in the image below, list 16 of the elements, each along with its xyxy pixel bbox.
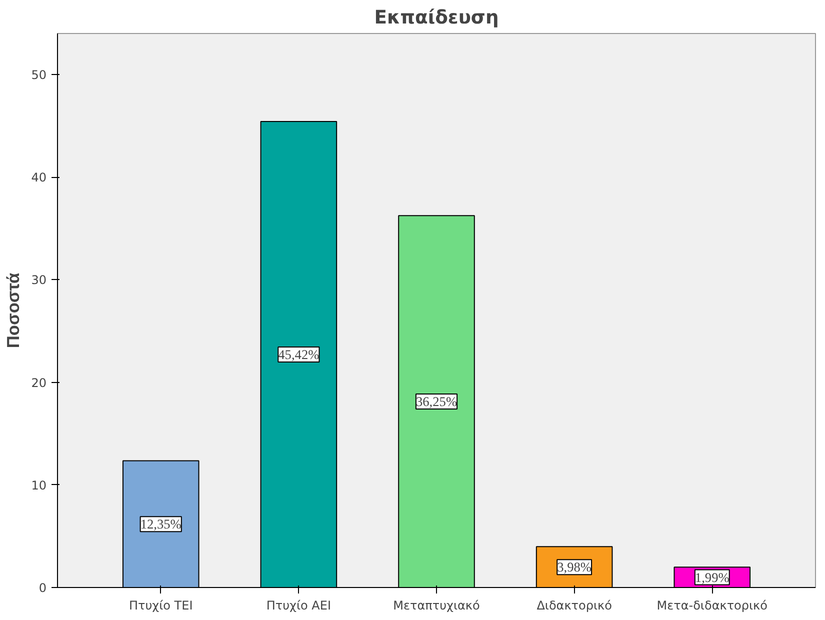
data-label: 12,35% [140,516,182,532]
x-tick-label: Διδακτορικό [536,598,612,612]
y-axis-title: Ποσοστά [3,272,24,348]
y-tick-label: 30 [31,273,47,288]
x-tick-label: Μεταπτυχιακό [393,598,480,612]
x-tick-label: Πτυχίο AEI [266,598,332,612]
x-tick-label: Πτυχίο TEI [128,598,193,612]
y-tick-label: 10 [31,478,47,492]
data-label: 1,99% [694,570,730,585]
chart-title: Εκπαίδευση [374,8,499,28]
y-tick-label: 40 [31,170,47,185]
x-tick-label: Μετα-διδακτορικό [656,598,768,612]
y-tick-label: 50 [31,68,47,82]
data-label: 3,98% [557,560,592,575]
y-tick-label: 0 [38,581,47,595]
y-tick-label: 20 [31,376,47,390]
